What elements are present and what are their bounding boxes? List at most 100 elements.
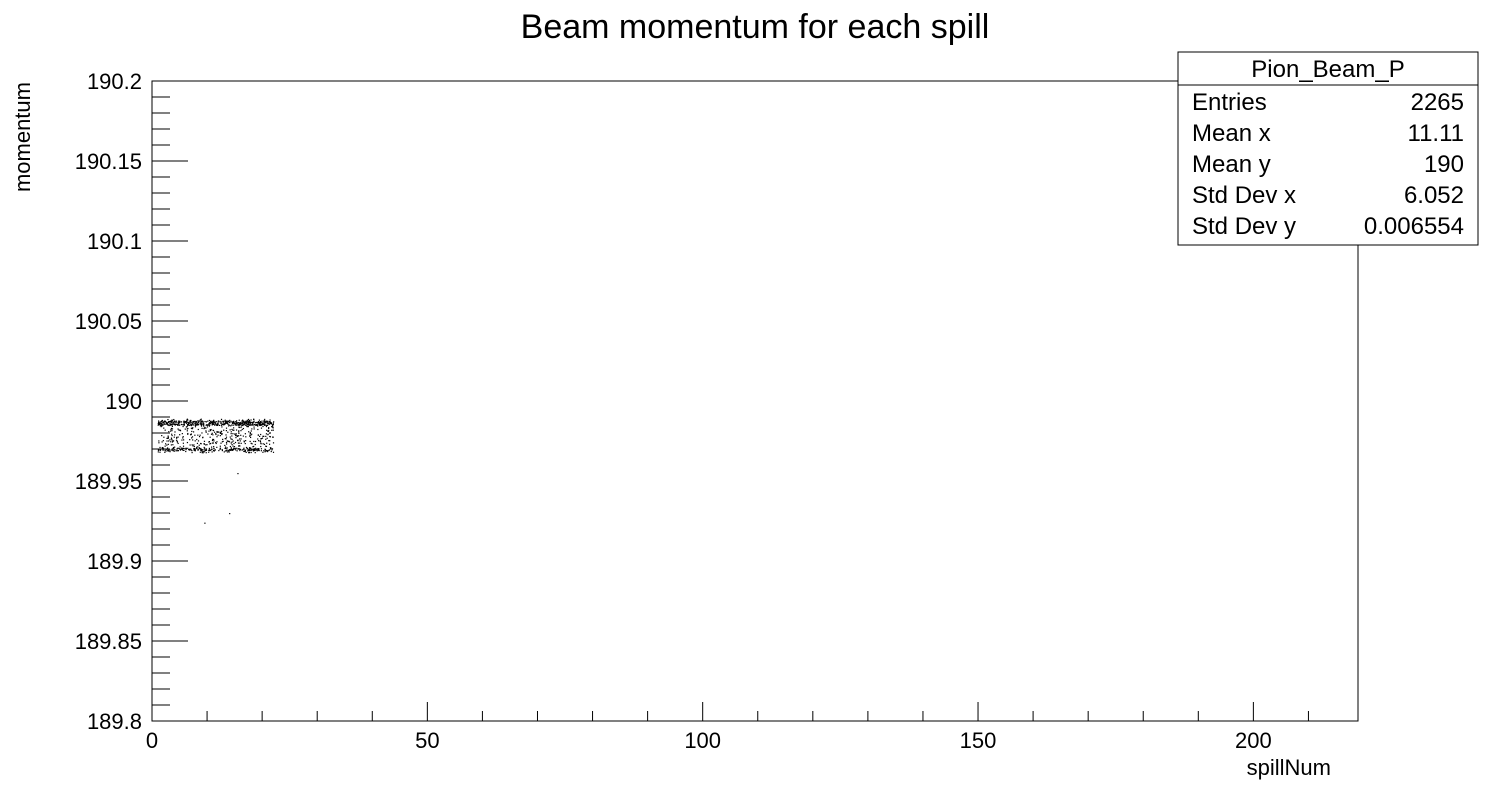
data-point — [211, 439, 214, 442]
data-point — [191, 451, 193, 454]
stats-label: Std Dev y — [1192, 213, 1296, 240]
data-point — [226, 420, 228, 422]
data-point — [240, 421, 242, 424]
y-tick-label: 190.05 — [75, 309, 142, 334]
data-point — [240, 438, 242, 440]
data-point — [226, 420, 229, 422]
data-point — [159, 451, 161, 453]
data-point — [192, 423, 194, 425]
data-point — [261, 420, 263, 422]
data-point — [265, 450, 267, 452]
data-point — [251, 433, 253, 435]
data-point — [234, 424, 236, 426]
data-point — [224, 447, 226, 449]
data-point — [212, 423, 214, 425]
data-point — [250, 424, 252, 426]
data-point — [267, 423, 269, 425]
data-point — [265, 425, 268, 428]
stats-label: Entries — [1192, 89, 1267, 116]
data-point — [209, 449, 211, 452]
data-point — [162, 440, 164, 442]
data-point — [209, 449, 211, 451]
data-point — [182, 449, 184, 451]
data-point — [195, 424, 197, 426]
data-point — [249, 432, 251, 435]
data-point — [251, 448, 253, 450]
data-point — [254, 449, 257, 451]
data-point — [187, 447, 189, 449]
data-point — [214, 424, 216, 426]
data-point — [190, 427, 193, 429]
y-tick-label: 189.95 — [75, 469, 142, 494]
data-point — [204, 450, 206, 452]
data-point — [258, 422, 260, 424]
data-point — [169, 439, 171, 441]
data-point — [193, 444, 195, 446]
data-point — [250, 447, 252, 449]
data-point — [157, 449, 160, 451]
data-point — [233, 448, 235, 450]
data-point — [247, 449, 249, 451]
data-point — [217, 422, 219, 424]
data-point — [179, 449, 182, 451]
data-point — [171, 441, 174, 443]
data-point — [212, 438, 214, 441]
data-point — [232, 440, 234, 442]
data-point — [219, 435, 221, 437]
data-point — [244, 433, 246, 435]
data-point — [236, 435, 239, 438]
data-point — [217, 434, 219, 436]
data-point — [227, 431, 229, 433]
data-point — [192, 439, 194, 441]
data-point — [174, 449, 176, 451]
data-point — [250, 449, 252, 451]
data-point — [157, 451, 159, 453]
data-point — [176, 437, 178, 439]
data-point — [170, 424, 172, 426]
data-point — [247, 422, 250, 424]
data-point — [177, 422, 179, 424]
data-point — [213, 421, 215, 423]
data-point — [201, 427, 203, 429]
data-point — [216, 423, 219, 425]
data-point — [240, 434, 242, 436]
data-point — [243, 447, 245, 449]
data-point — [262, 423, 264, 426]
data-point — [266, 420, 268, 423]
data-point — [172, 440, 175, 442]
data-point — [265, 433, 268, 435]
data-point — [226, 443, 228, 445]
data-point — [205, 421, 208, 423]
data-point — [158, 420, 160, 422]
data-point — [203, 443, 205, 445]
data-point — [257, 440, 260, 442]
data-point — [246, 421, 248, 423]
data-point — [249, 447, 251, 450]
data-point — [225, 438, 227, 440]
data-point — [242, 424, 244, 427]
data-point — [265, 445, 268, 448]
data-point — [161, 425, 163, 427]
data-point — [175, 450, 177, 452]
data-point — [191, 421, 193, 423]
data-point — [170, 444, 172, 446]
data-point — [272, 442, 275, 444]
data-point — [235, 421, 238, 423]
x-tick-label: 100 — [684, 728, 721, 753]
data-point — [243, 422, 246, 424]
data-point — [200, 449, 202, 452]
data-point — [211, 451, 213, 453]
data-point — [210, 422, 212, 425]
data-point — [269, 435, 271, 438]
data-point — [196, 423, 198, 425]
data-point — [237, 448, 239, 450]
data-point — [197, 448, 199, 450]
data-point — [253, 449, 255, 451]
data-point — [192, 420, 195, 423]
data-point — [242, 422, 244, 424]
data-point — [227, 449, 229, 451]
data-point — [225, 427, 228, 429]
data-point — [266, 424, 268, 427]
data-point — [266, 429, 268, 431]
x-tick-label: 50 — [415, 728, 439, 753]
